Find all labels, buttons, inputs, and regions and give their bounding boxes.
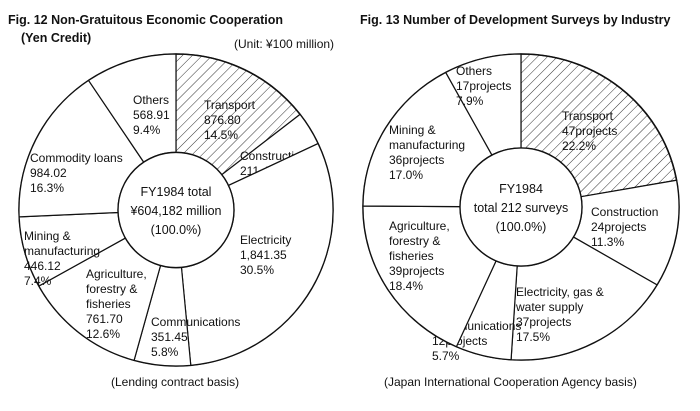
slice-label-line: Agriculture, [389,219,450,233]
fig12-footnote: (Lending contract basis) [111,375,239,389]
slice-label-line: Mining & [24,229,71,243]
center-line: FY1984 [499,182,543,196]
slice-label-line: fisheries [389,249,434,263]
slice-label-line: 37projects [516,315,571,329]
slice-label-line: Agriculture, [86,267,147,281]
slice-label-line: 12.6% [86,327,120,341]
slice-label-line: Commodity loans [30,151,123,165]
slice-label: Commodity loans 984.02 16.3% [30,151,123,195]
center-text: FY1984 total ¥604,182 million (100.0%) [129,185,221,237]
slice-label: Agriculture, forestry & fisheries 761.70 12.… [86,267,147,341]
center-line: ¥604,182 million [129,204,221,218]
slice-label-line: Construction [591,205,658,219]
slice-label-line: 9.4% [133,123,161,137]
slice-label-line: 7.4% [24,274,52,288]
fig12-pie: Transport876.8014.5%Construction211.473.… [18,53,334,367]
slice-label-line: Transport [562,109,614,123]
slice-label: Mining & manufacturing 446.12 7.4% [24,229,100,288]
center-line: (100.0%) [496,220,547,234]
slice-label-line: 17projects [456,79,511,93]
slice-label-line: 17.0% [389,168,423,182]
slice-label-line: forestry & [389,234,440,248]
slice-label-line: 984.02 [30,166,67,180]
slice-label: Others 568.91 9.4% [133,93,170,137]
slice-label-line: 18.4% [389,279,423,293]
slice-label: Mining & manufacturing 36projects 17.0% [389,123,465,182]
slice-label-line: 1,841.35 [240,248,287,262]
slice-label-line: forestry & [86,282,137,296]
slice-label: Others 17projects 7.9% [456,64,511,108]
slice-label-line: Mining & [389,123,436,137]
center-line: (100.0%) [151,223,202,237]
slice-label-line: Electricity [240,233,291,247]
slice-label: Electricity 1,841.35 30.5% [240,233,291,277]
slice-label-line: manufacturing [24,244,100,258]
slice-label-line: 16.3% [30,181,64,195]
slice-label: Agriculture, forestry & fisheries 39project… [389,219,450,293]
slice-label-line: 7.9% [456,94,484,108]
slice-label-line: 22.2% [562,139,596,153]
center-line: FY1984 total [141,185,212,199]
slice-label: Transport 47projects 22.2% [562,109,617,153]
center-text: FY1984 total 212 surveys (100.0%) [474,182,569,234]
slice-label-line: manufacturing [389,138,465,152]
slice-label-line: Transport [204,98,256,112]
slice-label-line: 47projects [562,124,617,138]
pie-center [459,147,583,267]
slice-label-line: Others [133,93,169,107]
slice-label-line: 761.70 [86,312,123,326]
slice-label-line: 39projects [389,264,444,278]
slice-label-line: 14.5% [204,128,238,142]
slice-label-line: fisheries [86,297,131,311]
slice-label-line: 5.8% [151,345,179,359]
slice-label-line: 568.91 [133,108,170,122]
slice-label: Transport 876.80 14.5% [204,98,256,142]
slice-label-line: Others [456,64,492,78]
slice-label-line: 446.12 [24,259,61,273]
slice-label-line: 5.7% [432,349,460,363]
slice-label-line: 36projects [389,153,444,167]
fig13-title: Fig. 13 Number of Development Surveys by… [360,13,671,27]
slice-label: Electricity, gas & water supply 37projects… [515,285,604,344]
slice-label-line: Electricity, gas & [516,285,604,299]
fig13-pie: Transport 47projects 22.2% Construction 24pr… [362,53,680,363]
slice-label-line: 30.5% [240,263,274,277]
fig12-subtitle: (Yen Credit) [21,31,91,45]
slice-label: Construction 24projects 11.3% [591,205,658,249]
fig12-unit-note: (Unit: ¥100 million) [234,37,334,51]
slice-label: Communications 351.45 5.8% [151,315,240,359]
slice-label-line: 11.3% [591,235,624,249]
slice-label-line: 876.80 [204,113,241,127]
pie-center [117,151,235,269]
slice-label-line: 351.45 [151,330,188,344]
slice-label-line: 24projects [591,220,646,234]
fig12-title: Fig. 12 Non-Gratuitous Economic Cooperat… [8,13,283,27]
slice-label-line: 17.5% [516,330,550,344]
slice-label-line: Communications [151,315,240,329]
slice-label-line: water supply [515,300,583,314]
fig13-footnote: (Japan International Cooperation Agency … [384,375,637,389]
center-line: total 212 surveys [474,201,569,215]
